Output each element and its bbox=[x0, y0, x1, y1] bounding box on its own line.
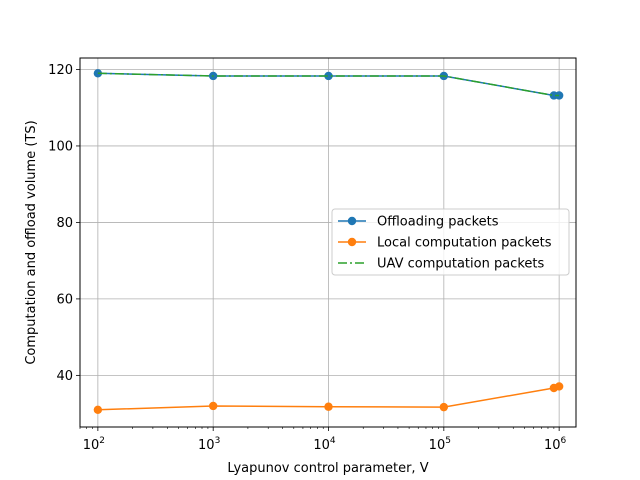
y-tick-label: 80 bbox=[56, 216, 73, 231]
y-tick-label: 40 bbox=[56, 369, 73, 384]
legend-entry-offloading: Offloading packets bbox=[338, 215, 499, 230]
data-point bbox=[324, 402, 333, 411]
axis-ticks: 102 103 104 105 106 40 60 80 100 120 bbox=[48, 63, 566, 453]
y-axis-label: Computation and offload volume (TS) bbox=[24, 120, 39, 364]
legend-label-uav: UAV computation packets bbox=[377, 257, 544, 272]
legend-label-local: Local computation packets bbox=[377, 236, 552, 251]
legend-marker-offloading bbox=[347, 216, 357, 226]
legend-entry-local: Local computation packets bbox=[338, 236, 552, 251]
legend: Offloading packets Local computation pac… bbox=[331, 208, 570, 276]
y-tick-label: 100 bbox=[48, 139, 73, 154]
x-axis-label: Lyapunov control parameter, V bbox=[227, 461, 428, 476]
legend-entry-uav: UAV computation packets bbox=[338, 257, 544, 272]
data-point bbox=[93, 405, 103, 414]
y-tick-label: 60 bbox=[56, 292, 73, 307]
series-1 bbox=[93, 382, 564, 414]
data-point bbox=[554, 382, 564, 391]
data-point bbox=[324, 71, 333, 81]
x-tick-label: 102 bbox=[83, 436, 105, 453]
data-point bbox=[208, 401, 218, 411]
x-tick-label: 103 bbox=[198, 436, 220, 453]
series-layer bbox=[93, 69, 564, 414]
legend-label-offloading: Offloading packets bbox=[377, 215, 499, 230]
x-tick-label: 104 bbox=[313, 436, 336, 453]
plot-frame bbox=[79, 57, 577, 428]
y-tick-label: 120 bbox=[48, 63, 73, 78]
legend-marker-local bbox=[347, 237, 357, 247]
x-tick-label: 106 bbox=[544, 436, 567, 453]
data-point bbox=[439, 402, 449, 412]
legend-box bbox=[331, 208, 570, 276]
x-tick-label: 105 bbox=[429, 436, 451, 453]
